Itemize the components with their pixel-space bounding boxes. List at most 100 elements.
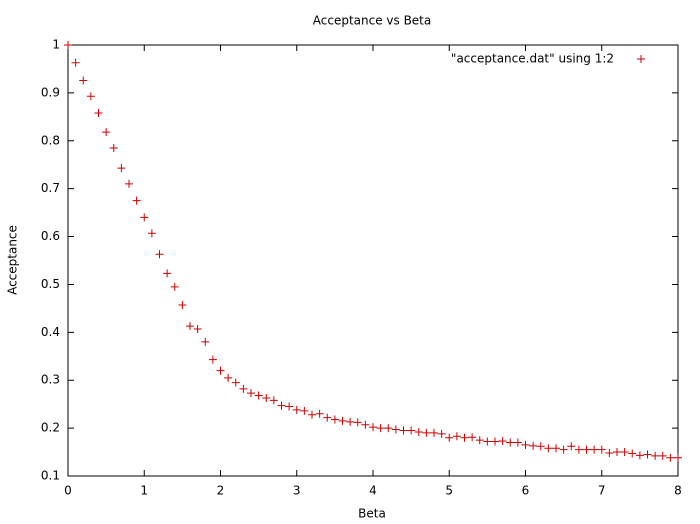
y-tick-label: 0.5 xyxy=(41,277,60,291)
y-axis-label: Acceptance xyxy=(6,225,20,295)
data-point xyxy=(330,415,339,424)
data-point xyxy=(64,41,72,49)
data-point xyxy=(468,433,477,442)
legend-marker xyxy=(637,55,645,63)
data-point xyxy=(315,409,324,418)
data-point xyxy=(422,428,431,437)
data-point xyxy=(567,442,576,451)
data-point xyxy=(86,92,95,101)
data-point xyxy=(79,76,88,85)
data-point xyxy=(559,445,568,454)
data-point xyxy=(475,436,484,445)
data-point xyxy=(109,143,118,152)
y-tick-label: 0.2 xyxy=(41,421,60,435)
data-point xyxy=(292,405,301,414)
data-point xyxy=(552,444,560,453)
data-point xyxy=(605,449,614,458)
x-tick-label: 3 xyxy=(293,484,301,498)
data-point xyxy=(399,426,408,435)
y-tick-label: 0.7 xyxy=(41,181,60,195)
data-point xyxy=(117,164,126,173)
y-tick-label: 0.3 xyxy=(41,373,60,387)
legend-label: "acceptance.dat" using 1:2 xyxy=(451,52,614,66)
data-point xyxy=(651,451,660,460)
data-point xyxy=(216,366,225,375)
data-point xyxy=(407,426,416,435)
x-tick-label: 8 xyxy=(674,484,682,498)
data-point xyxy=(628,449,637,458)
data-point xyxy=(498,437,507,446)
data-point xyxy=(346,417,355,426)
data-point xyxy=(147,229,156,238)
data-point xyxy=(269,396,278,405)
data-point xyxy=(94,109,103,118)
data-point xyxy=(140,213,149,222)
data-point xyxy=(201,337,210,346)
data-point xyxy=(285,402,294,411)
data-point xyxy=(437,429,446,438)
data-point xyxy=(529,441,538,450)
data-point xyxy=(308,410,316,419)
chart-title: Acceptance vs Beta xyxy=(313,14,432,28)
data-point xyxy=(544,444,553,453)
x-tick-label: 5 xyxy=(445,484,453,498)
data-point xyxy=(224,373,233,382)
data-point xyxy=(247,389,255,398)
data-point xyxy=(643,450,652,459)
data-point xyxy=(536,442,545,451)
x-tick-label: 0 xyxy=(64,484,72,498)
data-point xyxy=(491,437,499,446)
data-point xyxy=(391,425,400,434)
data-point xyxy=(361,420,370,429)
data-point xyxy=(262,393,271,402)
data-point xyxy=(300,406,309,415)
data-point xyxy=(239,384,248,393)
data-point xyxy=(254,391,263,400)
data-point xyxy=(338,416,347,425)
x-tick-label: 4 xyxy=(369,484,377,498)
y-tick-label: 0.8 xyxy=(41,133,60,147)
data-point xyxy=(613,448,621,457)
data-point xyxy=(323,413,332,422)
y-tick-label: 0.9 xyxy=(41,85,60,99)
data-point xyxy=(460,433,469,442)
data-point xyxy=(445,433,454,442)
y-tick-label: 0.1 xyxy=(41,469,60,483)
data-point xyxy=(521,440,530,449)
data-point xyxy=(186,322,194,331)
data-point xyxy=(658,451,667,460)
data-point xyxy=(483,437,492,446)
y-tick-label: 0.4 xyxy=(41,325,60,339)
y-tick-label: 0.6 xyxy=(41,229,60,243)
data-point xyxy=(71,58,80,67)
data-point xyxy=(620,448,629,457)
data-point xyxy=(132,196,141,205)
data-point xyxy=(384,424,393,433)
data-point xyxy=(574,445,583,454)
x-tick-label: 7 xyxy=(598,484,606,498)
data-point xyxy=(193,324,202,333)
data-point xyxy=(506,438,515,447)
data-point xyxy=(125,179,133,188)
data-point xyxy=(674,453,682,462)
data-point xyxy=(277,401,286,410)
x-tick-label: 1 xyxy=(140,484,148,498)
x-axis-label: Beta xyxy=(358,507,386,521)
data-point xyxy=(582,445,591,454)
data-point xyxy=(231,378,240,387)
y-tick-label: 1 xyxy=(52,38,60,52)
data-point xyxy=(376,424,385,433)
data-point xyxy=(597,445,606,454)
data-point xyxy=(155,250,164,259)
data-point xyxy=(635,451,644,460)
data-point xyxy=(666,453,675,462)
data-point xyxy=(102,128,111,137)
x-tick-label: 2 xyxy=(217,484,225,498)
data-point xyxy=(178,301,187,310)
data-point xyxy=(353,418,362,427)
data-point xyxy=(414,427,423,436)
data-point xyxy=(170,282,179,291)
data-point xyxy=(208,355,217,364)
data-point xyxy=(369,423,377,432)
